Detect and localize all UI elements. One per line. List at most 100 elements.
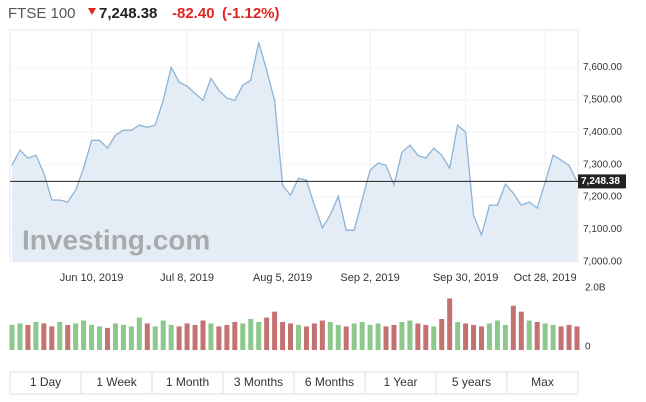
volume-bar bbox=[502, 324, 508, 350]
volume-bar bbox=[216, 326, 222, 350]
area bbox=[12, 42, 577, 262]
volume-bar bbox=[65, 324, 71, 350]
range-button[interactable]: Max bbox=[506, 371, 579, 395]
volume-bar bbox=[272, 311, 278, 350]
last-price-label: 7,248.38 bbox=[581, 176, 620, 187]
volume-bar bbox=[192, 324, 198, 350]
volume-bar bbox=[407, 320, 413, 350]
volume-bar bbox=[200, 320, 206, 350]
volume-bar bbox=[343, 326, 349, 350]
x-tick-label: Aug 5, 2019 bbox=[253, 272, 312, 284]
range-button-label[interactable]: 1 Year bbox=[383, 375, 417, 389]
volume-bar bbox=[232, 321, 238, 350]
volume-bar bbox=[558, 326, 564, 350]
last-price-box bbox=[578, 174, 626, 189]
volume-bar bbox=[494, 320, 500, 350]
volume-bar bbox=[25, 324, 31, 350]
volume-bar bbox=[41, 323, 47, 350]
plot bbox=[10, 30, 578, 263]
x-tick-label: Jun 10, 2019 bbox=[60, 272, 124, 284]
volume-bar bbox=[574, 326, 580, 350]
range-button-label[interactable]: 6 Months bbox=[305, 375, 354, 389]
volume-bar bbox=[224, 324, 230, 350]
range-button-label[interactable]: Max bbox=[531, 375, 554, 389]
range-button[interactable]: 3 Months bbox=[222, 371, 295, 395]
volume-bar bbox=[486, 323, 492, 350]
range-button-bg[interactable] bbox=[506, 371, 579, 395]
range-button[interactable]: 1 Week bbox=[80, 371, 153, 395]
volume-bar bbox=[17, 323, 23, 350]
y-tick-label: 7,400.00 bbox=[583, 127, 622, 138]
range-button-label[interactable]: 3 Months bbox=[234, 375, 283, 389]
range-button[interactable]: 5 years bbox=[435, 371, 508, 395]
volume-bar bbox=[152, 326, 158, 350]
volume-bar bbox=[566, 324, 572, 350]
range-button[interactable]: 1 Day bbox=[9, 371, 82, 395]
volume-bar bbox=[120, 324, 126, 350]
change: -82.40 bbox=[172, 5, 215, 22]
range-button[interactable]: 6 Months bbox=[293, 371, 366, 395]
volume-bar bbox=[288, 323, 294, 350]
y-tick-label: 7,500.00 bbox=[583, 94, 622, 105]
last-price: 7,248.38 bbox=[99, 5, 157, 22]
watermark: Investing.com bbox=[22, 224, 210, 255]
y-tick-label: 7,300.00 bbox=[583, 159, 622, 170]
volume-bar bbox=[160, 320, 166, 350]
volume-bar bbox=[439, 319, 445, 350]
volume-bar bbox=[240, 323, 246, 350]
volume-bar bbox=[104, 327, 110, 350]
range-button[interactable]: 1 Month bbox=[151, 371, 224, 395]
instrument-name: FTSE 100 bbox=[8, 5, 76, 22]
volume-bar bbox=[415, 323, 421, 350]
volume-bar bbox=[248, 319, 254, 350]
volume-bar bbox=[447, 298, 453, 350]
x-tick-label: Oct 28, 2019 bbox=[514, 272, 577, 284]
volume-bar bbox=[176, 326, 182, 350]
volume-bar bbox=[550, 324, 556, 350]
volume-bar bbox=[327, 321, 333, 350]
volume-bar bbox=[256, 321, 262, 350]
volume-bar bbox=[9, 324, 15, 350]
range-button-label[interactable]: 1 Week bbox=[96, 375, 137, 389]
volume-bar bbox=[81, 320, 87, 350]
volume-bar bbox=[534, 321, 540, 350]
volume-bar bbox=[208, 323, 214, 350]
y-tick-label: 7,000.00 bbox=[583, 257, 622, 268]
price-line bbox=[11, 42, 578, 238]
volume-bar bbox=[97, 326, 103, 350]
y-tick-label: 7,200.00 bbox=[583, 192, 622, 203]
range-button-label[interactable]: 1 Month bbox=[166, 375, 209, 389]
volume-bar bbox=[383, 326, 389, 350]
y-tick-label: 7,100.00 bbox=[583, 224, 622, 235]
volume-bar bbox=[49, 326, 55, 350]
volume-bar bbox=[184, 323, 190, 350]
volume-bar bbox=[280, 321, 286, 350]
range-button[interactable]: 1 Year bbox=[364, 371, 437, 395]
volume-bar bbox=[455, 321, 461, 350]
volume-bar bbox=[359, 321, 365, 350]
volume-bar bbox=[264, 317, 270, 350]
volume-bar bbox=[526, 320, 532, 350]
volume-bar bbox=[375, 323, 381, 350]
y-tick-label: 7,600.00 bbox=[583, 62, 622, 73]
x-tick-label: Jul 8, 2019 bbox=[160, 272, 214, 284]
volume-bar bbox=[471, 324, 477, 350]
range-button-label[interactable]: 1 Day bbox=[30, 375, 61, 389]
volume-bar bbox=[542, 323, 548, 350]
volume-bar bbox=[57, 321, 63, 350]
x-tick-label: Sep 30, 2019 bbox=[433, 272, 498, 284]
volume-bar bbox=[128, 326, 134, 350]
volume-bar bbox=[463, 323, 469, 350]
volume-bar bbox=[33, 321, 39, 350]
volume-bar bbox=[112, 323, 118, 350]
volume-bar bbox=[510, 305, 516, 350]
volume-tick-label: 2.0B bbox=[585, 283, 606, 294]
volume-bar bbox=[367, 324, 373, 350]
range-button-label[interactable]: 5 years bbox=[452, 375, 491, 389]
volume-bar bbox=[73, 323, 79, 350]
volume-bar bbox=[391, 324, 397, 350]
volume-bar bbox=[168, 324, 174, 350]
volume-bar bbox=[89, 324, 95, 350]
volume-bar bbox=[295, 324, 301, 350]
volume-bar bbox=[311, 323, 317, 350]
